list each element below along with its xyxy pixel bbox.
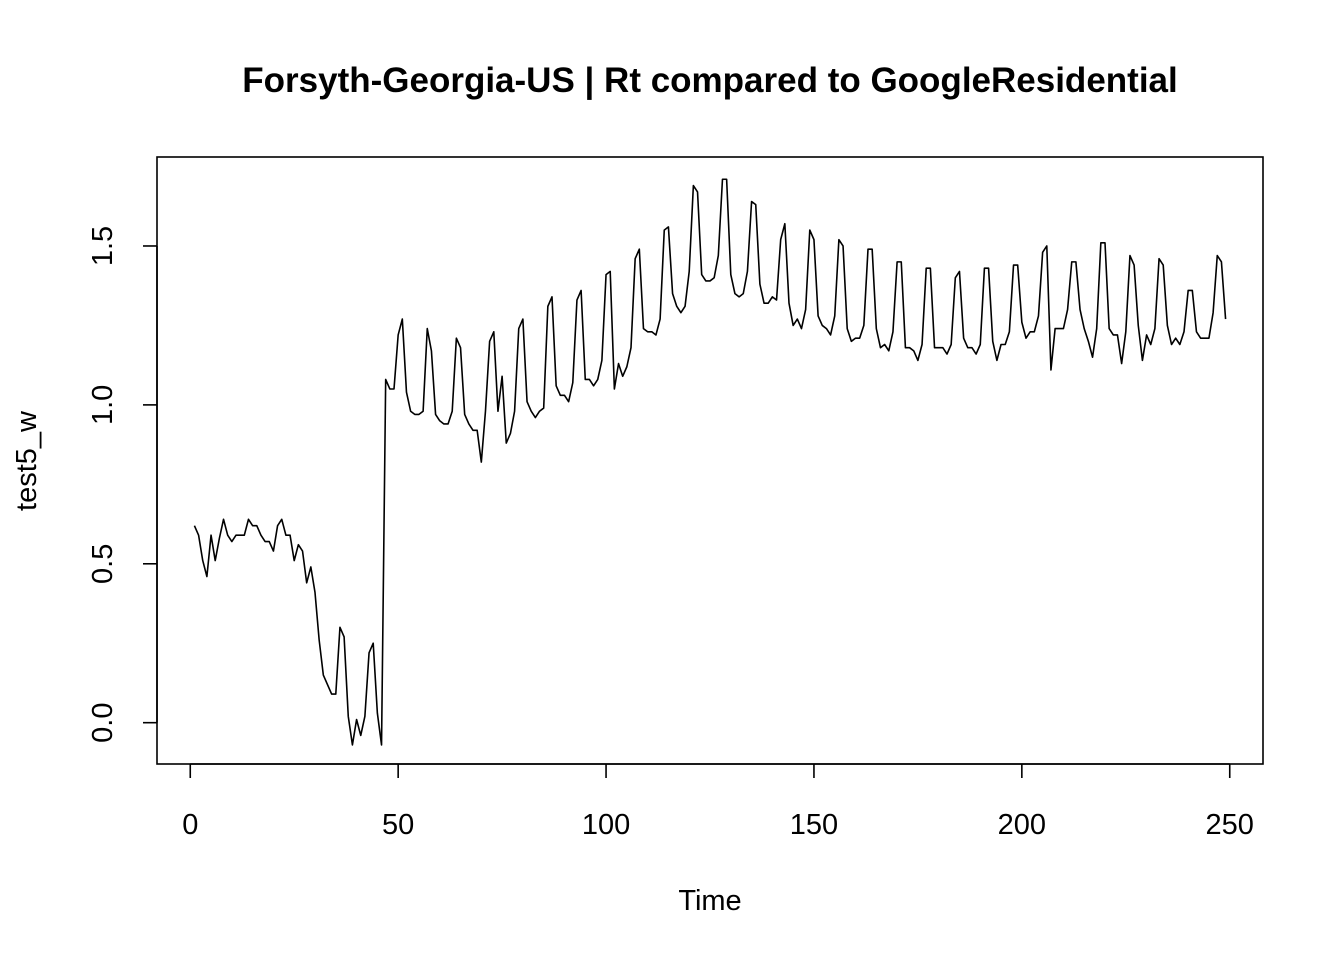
chart-title: Forsyth-Georgia-US | Rt compared to Goog…	[242, 61, 1177, 100]
x-axis: 0 50 100 150 200 250	[182, 763, 1254, 841]
y-tick-label: 1.5	[87, 226, 119, 266]
x-tick-label: 150	[790, 809, 838, 841]
y-tick-label: 0.5	[87, 544, 119, 584]
y-axis: 0.0 0.5 1.0 1.5	[87, 226, 158, 743]
x-tick-label: 200	[998, 809, 1046, 841]
x-tick-label: 0	[182, 809, 198, 841]
series-line	[193, 178, 1227, 746]
x-axis-label: Time	[678, 885, 741, 917]
y-tick-label: 1.0	[87, 385, 119, 425]
x-tick-label: 50	[382, 809, 414, 841]
x-tick-label: 250	[1206, 809, 1254, 841]
y-tick-label: 0.0	[87, 703, 119, 743]
y-axis-label: test5_w	[11, 410, 43, 511]
x-tick-label: 100	[582, 809, 630, 841]
